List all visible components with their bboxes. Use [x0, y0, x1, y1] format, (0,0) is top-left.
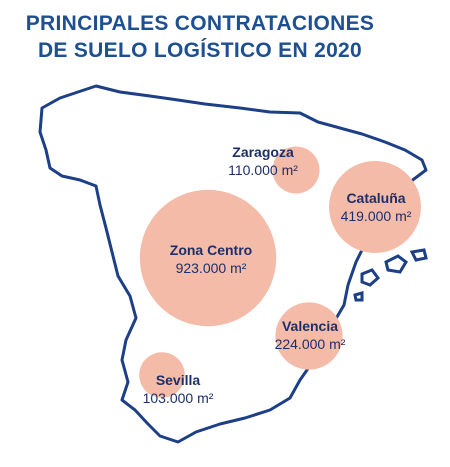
island [360, 268, 381, 287]
region-name: Sevilla [156, 372, 201, 388]
island [384, 254, 408, 274]
bubble [139, 189, 277, 327]
region-name: Cataluña [346, 190, 405, 206]
region-name: Zaragoza [232, 144, 294, 160]
title-line: PRINCIPALES CONTRATACIONES [26, 12, 374, 35]
bubble [272, 146, 320, 194]
island [409, 248, 428, 262]
bubble [139, 352, 185, 398]
region-value: 103.000 m² [143, 390, 214, 406]
title-line: DE SUELO LOGÍSTICO EN 2020 [38, 39, 362, 62]
island [353, 291, 364, 302]
region-name: Zona Centro [170, 242, 252, 258]
bubble [329, 161, 421, 253]
bubble [275, 302, 343, 370]
region-value: 419.000 m² [341, 208, 412, 224]
region-value: 224.000 m² [275, 336, 346, 352]
region-value: 923.000 m² [176, 260, 247, 276]
region-name: Valencia [282, 318, 338, 334]
region-value: 110.000 m² [228, 162, 298, 178]
